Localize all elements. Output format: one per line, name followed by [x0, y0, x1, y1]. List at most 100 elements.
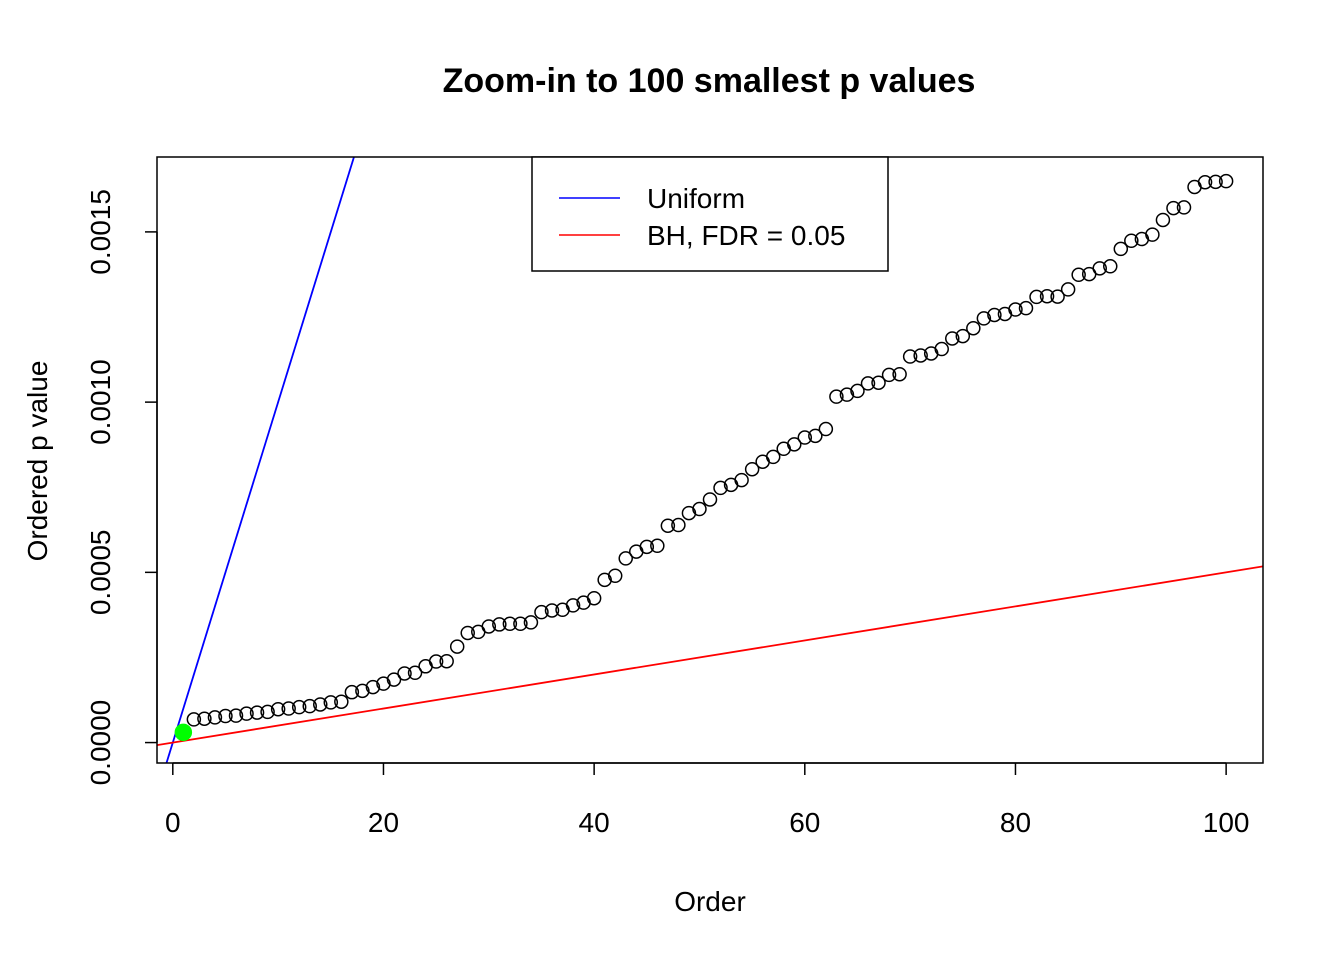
data-point [1018, 300, 1034, 316]
data-point [586, 590, 602, 606]
data-point [1155, 212, 1171, 228]
data-point [534, 604, 549, 620]
data-point [871, 375, 886, 390]
data-point [565, 598, 581, 613]
data-point [797, 430, 813, 445]
data-point [829, 389, 844, 404]
data-point [808, 428, 823, 444]
data-point [260, 704, 275, 720]
x-axis-label: Order [674, 886, 746, 917]
data-point [818, 421, 834, 437]
y-tick-label: 0.0000 [85, 700, 116, 786]
data-point [492, 617, 507, 632]
data-point [597, 572, 612, 588]
data-point [186, 712, 202, 727]
data-point [702, 492, 718, 507]
chart-title: Zoom-in to 100 smallest p values [443, 62, 976, 100]
legend-uniform-label: Uniform [647, 183, 745, 214]
data-point [449, 639, 465, 654]
data-point [650, 538, 665, 554]
data-point [1039, 288, 1055, 304]
data-point [228, 708, 244, 723]
bh-line [157, 565, 1263, 747]
data-point [270, 701, 286, 717]
data-point [1208, 174, 1223, 190]
data-point [291, 699, 307, 715]
data-point [544, 603, 560, 618]
data-point [249, 705, 265, 720]
x-tick-label: 100 [1203, 807, 1250, 838]
data-point [365, 679, 381, 695]
data-point [744, 461, 760, 477]
data-point [934, 341, 949, 357]
data-point [734, 472, 749, 488]
uniform-line [165, 157, 355, 763]
data-point [618, 551, 633, 566]
data-point [1050, 289, 1065, 304]
x-tick-label: 40 [579, 807, 610, 838]
data-point [987, 307, 1002, 323]
data-point [439, 653, 454, 669]
y-axis-label: Ordered p value [22, 361, 53, 562]
data-point [966, 320, 981, 336]
legend-bh-label: BH, FDR = 0.05 [647, 220, 845, 251]
data-point [892, 366, 907, 382]
y-tick-label: 0.0015 [85, 189, 116, 275]
data-point [323, 695, 339, 710]
data-point [1145, 227, 1160, 242]
data-point [1218, 173, 1234, 189]
x-tick-label: 0 [165, 807, 181, 838]
data-point [1008, 302, 1023, 317]
y-axis: 0.0000 0.0005 0.0010 0.0015 [85, 189, 158, 786]
legend: Uniform BH, FDR = 0.05 [531, 156, 889, 272]
data-points [174, 173, 1234, 742]
data-point [902, 349, 918, 364]
data-point [639, 539, 655, 555]
data-point [407, 665, 423, 681]
data-point [481, 619, 497, 634]
data-point [523, 615, 539, 630]
data-point [344, 684, 360, 700]
data-point [313, 697, 328, 712]
data-point [513, 616, 528, 632]
data-point [1176, 200, 1192, 215]
data-point [671, 517, 686, 533]
data-point [860, 376, 876, 391]
x-tick-label: 60 [789, 807, 820, 838]
data-point [881, 367, 897, 383]
data-point [955, 328, 971, 344]
data-point [976, 311, 992, 326]
x-tick-label: 80 [1000, 807, 1031, 838]
highlighted-point [174, 723, 193, 742]
data-point [692, 501, 707, 517]
data-point [197, 711, 212, 726]
data-point [1113, 241, 1129, 257]
data-point [765, 449, 781, 465]
data-point [281, 701, 296, 716]
data-point [1092, 261, 1107, 276]
data-point [355, 683, 370, 699]
data-point [218, 708, 233, 724]
data-point [386, 672, 402, 687]
x-axis: 0 20 40 60 80 100 [165, 762, 1250, 838]
data-point [1197, 174, 1213, 190]
data-point [460, 625, 475, 641]
data-point [850, 383, 865, 399]
data-point [660, 518, 676, 533]
data-point [1103, 259, 1118, 274]
data-point [839, 387, 855, 402]
data-point [239, 706, 254, 721]
data-point [1029, 289, 1044, 305]
data-point [1060, 282, 1076, 297]
legend-box [531, 156, 889, 272]
data-point [713, 480, 728, 496]
data-point [207, 710, 223, 725]
data-point [945, 331, 960, 346]
data-point [1071, 267, 1086, 283]
data-point [607, 568, 623, 584]
y-tick-label: 0.0010 [85, 359, 116, 445]
data-point [376, 676, 391, 691]
data-point [1166, 200, 1181, 216]
data-point [397, 666, 412, 681]
